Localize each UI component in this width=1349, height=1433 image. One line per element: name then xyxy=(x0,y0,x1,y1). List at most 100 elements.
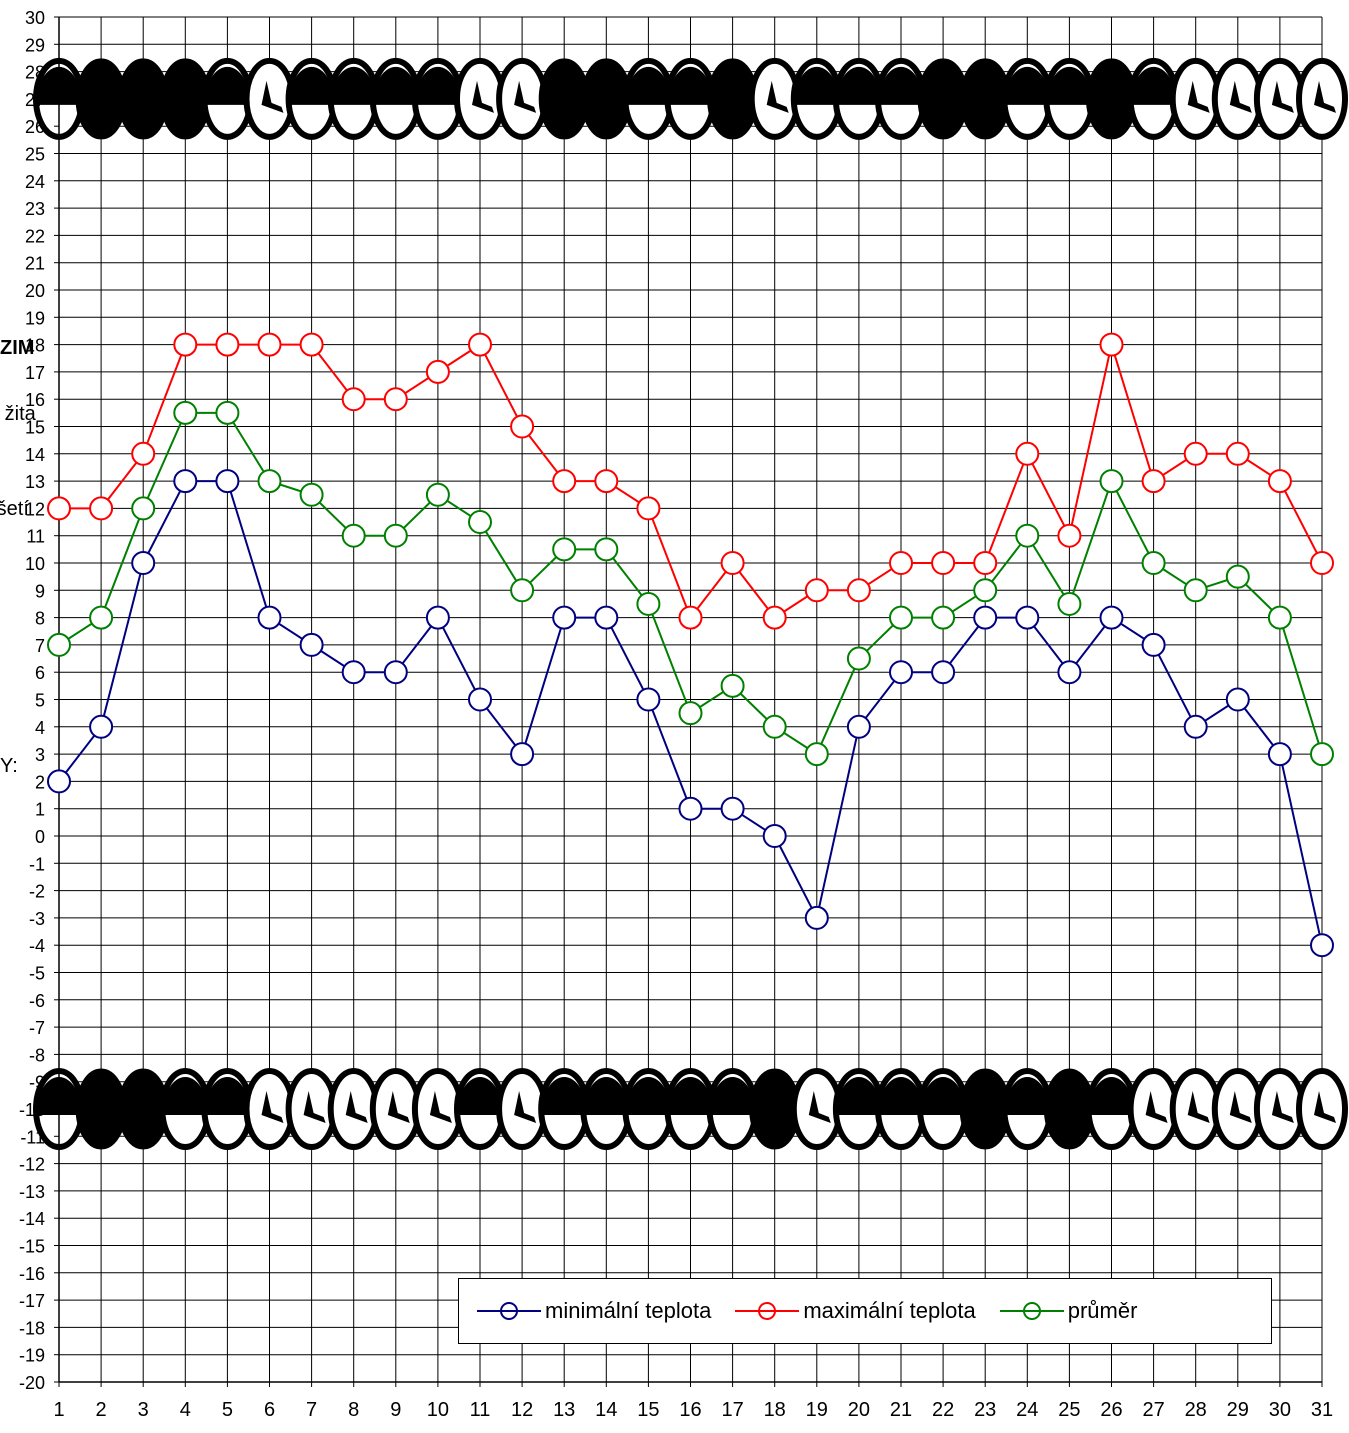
y-tick-label: 22 xyxy=(25,226,45,246)
y-tick-label: 25 xyxy=(25,145,45,165)
legend: minimální teplota maximální teplota prům… xyxy=(458,1278,1272,1344)
moon-phase-icon xyxy=(411,57,464,140)
y-tick-label: 17 xyxy=(25,363,45,383)
moon-dark-half xyxy=(288,66,335,105)
data-point xyxy=(931,551,956,575)
moon-crescent-mark xyxy=(303,1091,326,1123)
data-point xyxy=(299,332,324,357)
y-tick-label: -5 xyxy=(29,964,45,984)
moon-dark-half xyxy=(1088,1077,1135,1115)
y-tick-label: 29 xyxy=(25,35,45,55)
y-tick-label: -1 xyxy=(29,854,45,874)
moon-crescent-mark xyxy=(1271,1091,1294,1123)
series-2 xyxy=(47,400,1334,767)
x-tick-label: 1 xyxy=(53,1399,64,1421)
moon-dark-half xyxy=(1130,66,1177,105)
data-point xyxy=(1099,332,1124,357)
data-point xyxy=(678,701,703,726)
grid xyxy=(58,16,1323,1383)
x-tick-label: 26 xyxy=(1100,1399,1122,1421)
data-point xyxy=(47,769,71,794)
moon-dark-half xyxy=(625,1077,672,1115)
data-point xyxy=(594,469,619,494)
data-point xyxy=(1057,660,1082,685)
moon-full-shape xyxy=(707,58,759,140)
data-point xyxy=(215,469,240,494)
x-tick-label: 11 xyxy=(470,1399,491,1421)
data-point xyxy=(173,400,198,425)
data-point xyxy=(1141,632,1166,657)
data-point xyxy=(1310,551,1334,575)
y-tick-label: -16 xyxy=(19,1264,45,1284)
data-point xyxy=(425,482,450,507)
y-tick-label: -8 xyxy=(29,1045,45,1065)
data-point xyxy=(341,523,366,548)
data-point xyxy=(47,496,71,521)
data-point xyxy=(804,578,829,603)
data-point xyxy=(1015,605,1040,630)
moon-full-shape xyxy=(959,58,1011,140)
data-point xyxy=(973,578,998,603)
moon-phase-icon xyxy=(369,57,422,140)
moon-phase-icon xyxy=(1296,1068,1348,1150)
data-point xyxy=(468,510,492,535)
x-tick-label: 25 xyxy=(1058,1399,1080,1421)
data-point xyxy=(510,578,535,603)
data-point xyxy=(552,605,577,630)
moon-dark-half xyxy=(330,66,377,105)
moon-phase-icon xyxy=(1169,57,1222,140)
data-point xyxy=(846,714,871,739)
moon-dark-half xyxy=(709,1077,756,1115)
moon-full-shape xyxy=(580,58,632,140)
x-tick-label: 23 xyxy=(974,1399,996,1421)
data-point xyxy=(383,660,408,685)
moon-dark-half xyxy=(878,1077,924,1115)
data-point xyxy=(1225,564,1250,589)
legend-item-min: minimální teplota xyxy=(477,1298,711,1324)
y-tick-label: 28 xyxy=(25,63,45,83)
data-point xyxy=(678,796,703,821)
y-tick-label: 14 xyxy=(25,445,45,465)
x-tick-label: 28 xyxy=(1185,1399,1207,1421)
data-point xyxy=(47,632,71,657)
data-point xyxy=(552,537,577,562)
moon-phase-icon xyxy=(959,58,1011,140)
moon-phase-icon xyxy=(201,1068,254,1150)
moon-crescent-mark xyxy=(766,80,789,113)
data-point xyxy=(1141,469,1166,494)
moon-phase-icon xyxy=(496,57,549,140)
moon-crescent-mark xyxy=(1314,80,1336,113)
data-point xyxy=(510,414,535,439)
x-tick-label: 10 xyxy=(427,1399,449,1421)
moon-dark-half xyxy=(414,66,461,105)
moon-phase-icon xyxy=(1211,1068,1264,1150)
data-point xyxy=(1267,742,1292,767)
y-tick-label: 24 xyxy=(25,172,45,192)
moon-phase-icon xyxy=(1043,57,1096,140)
data-point xyxy=(1057,523,1082,548)
x-tick-label: 20 xyxy=(848,1399,870,1421)
y-tick-label: 10 xyxy=(25,554,45,574)
moon-crescent-mark xyxy=(1314,1091,1336,1123)
moon-full-shape xyxy=(917,58,969,140)
x-tick-label: 3 xyxy=(138,1399,149,1421)
moon-phase-icon xyxy=(875,57,927,140)
moon-phase-icon xyxy=(159,1068,212,1150)
side-label-zita: o žita xyxy=(0,403,36,425)
moon-phase-rows xyxy=(33,57,1348,1150)
legend-swatch-avg xyxy=(999,1302,1064,1320)
moon-crescent-mark xyxy=(1271,80,1294,113)
data-point xyxy=(552,469,577,494)
legend-item-avg: průměr xyxy=(999,1298,1137,1324)
data-point xyxy=(299,632,324,657)
y-tick-label: 6 xyxy=(35,663,45,683)
data-point xyxy=(1267,469,1292,494)
moon-dark-half xyxy=(162,1077,209,1115)
moon-phase-icon xyxy=(538,58,590,140)
moon-dark-half xyxy=(1004,66,1051,105)
y-tick-label: -20 xyxy=(19,1373,45,1393)
data-point xyxy=(510,742,535,767)
data-point xyxy=(1183,441,1208,466)
